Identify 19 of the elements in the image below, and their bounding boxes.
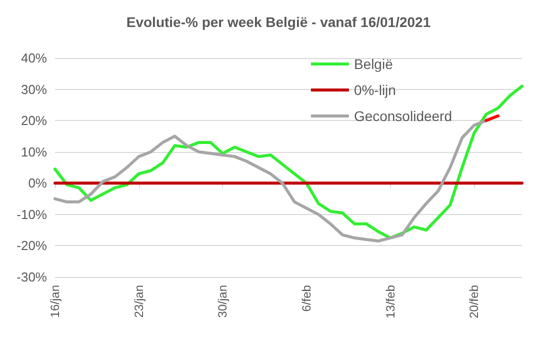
y-tick-label: -10% (16, 206, 48, 222)
y-tick-label: 10% (20, 144, 48, 160)
legend-label: 0%-lijn (354, 82, 396, 98)
y-tick-label: 20% (20, 113, 48, 128)
chart-title: Evolutie-% per week België - vanaf 16/01/2021 (126, 14, 431, 30)
y-tick-label: -20% (16, 238, 48, 254)
line-series (54, 84, 524, 240)
y-tick-label: 0% (28, 176, 48, 191)
y-tick-label: 40% (20, 50, 48, 66)
x-tick-label: 23/jan (132, 285, 146, 318)
x-tick-label: 20/feb (467, 284, 482, 318)
y-tick-label: -30% (16, 270, 48, 284)
legend-label: België (354, 56, 394, 72)
legend-label: Geconsolideerd (354, 108, 452, 124)
y-tick-label: 30% (20, 82, 48, 97)
x-tick-label: 30/jan (216, 285, 230, 318)
x-tick-label: 16/jan (48, 285, 62, 318)
x-tick-label: 6/feb (299, 284, 314, 312)
x-tick-label: 13/feb (383, 284, 398, 318)
